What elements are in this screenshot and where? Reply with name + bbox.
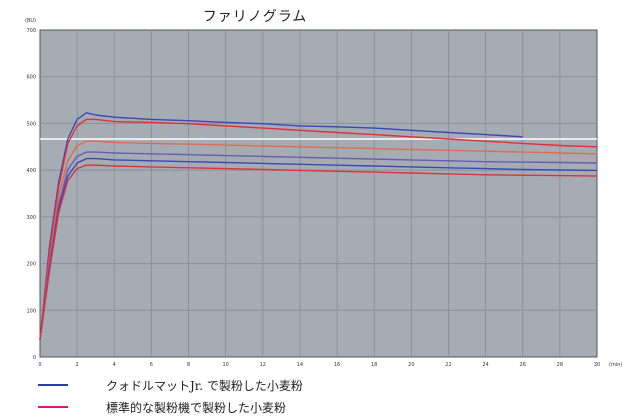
y-tick-label: 200 <box>26 262 36 268</box>
x-tick-label: 16 <box>334 362 340 368</box>
legend: クォドルマットJr. で製粉した小麦粉 標準的な製粉機で製粉した小麦粉 <box>38 374 303 418</box>
x-tick-label: 20 <box>408 362 414 368</box>
y-tick-label: 500 <box>26 121 36 127</box>
y-tick-label: 100 <box>26 308 36 314</box>
legend-label-quadrumat: クォドルマットJr. で製粉した小麦粉 <box>106 378 303 393</box>
x-tick-label: 30 <box>594 362 600 368</box>
y-tick-label: 300 <box>26 215 36 221</box>
y-tick-label: 0 <box>33 355 36 361</box>
legend-item-standard-mill: 標準的な製粉機で製粉した小麦粉 <box>38 396 303 418</box>
chart-title: ファリノグラム <box>202 9 308 25</box>
y-tick-label: 400 <box>26 168 36 174</box>
y-tick-label: 600 <box>26 75 36 81</box>
x-tick-label: 4 <box>113 362 116 368</box>
x-tick-label: 8 <box>187 362 190 368</box>
series-line-4 <box>39 157 598 340</box>
x-tick-label: 2 <box>76 362 79 368</box>
x-tick-label: 22 <box>445 362 451 368</box>
y-tick-label: 700 <box>26 28 36 34</box>
series-line-2 <box>39 140 598 340</box>
plot-area <box>39 29 598 358</box>
x-tick-label: 0 <box>38 362 41 368</box>
legend-label-standard-mill: 標準的な製粉機で製粉した小麦粉 <box>106 400 287 415</box>
x-tick-label: 24 <box>482 362 488 368</box>
x-tick-label: 18 <box>371 362 377 368</box>
x-tick-label: 28 <box>557 362 563 368</box>
legend-item-quadrumat: クォドルマットJr. で製粉した小麦粉 <box>38 374 303 396</box>
x-tick-label: 6 <box>150 362 153 368</box>
series-line-5 <box>39 164 598 340</box>
y-unit-label: (BU) <box>25 18 36 24</box>
x-tick-label: 14 <box>297 362 303 368</box>
series-line-0 <box>39 112 523 340</box>
legend-swatch-magenta <box>38 406 68 408</box>
x-tick-label: 26 <box>520 362 526 368</box>
x-unit-label: (min) <box>609 362 622 368</box>
x-tick-label: 12 <box>260 362 266 368</box>
legend-swatch-blue <box>38 384 68 386</box>
series-line-3 <box>39 151 598 340</box>
x-tick-label: 10 <box>222 362 228 368</box>
series-line-1 <box>39 118 598 340</box>
